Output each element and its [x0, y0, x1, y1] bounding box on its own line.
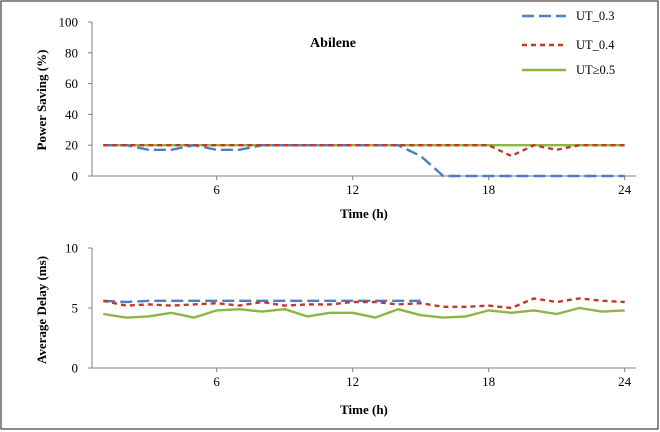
average-delay-y-tick-label: 5: [72, 301, 79, 316]
legend-label-ut-0-4: UT_0.4: [576, 38, 615, 52]
power-saving-series-line-ut-0-3: [103, 143, 625, 178]
power-saving-y-axis-title: Power Saving (%): [34, 50, 49, 151]
average-delay-x-tick-label: 18: [482, 374, 495, 389]
average-delay-x-tick-label: 12: [346, 374, 359, 389]
legend-item-ut-0-5: UT≥0.5: [522, 63, 615, 77]
legend: UT_0.3 UT_0.4 UT≥0.5: [522, 9, 615, 77]
legend-item-ut-0-4: UT_0.4: [522, 38, 615, 52]
power-saving-title: Abilene: [310, 36, 356, 51]
power-saving-y-tick-label: 0: [72, 169, 79, 184]
average-delay-x-tick-label: 24: [618, 374, 632, 389]
power-saving-x-axis-title: Time (h): [340, 206, 388, 221]
average-delay-x-axis-title: Time (h): [340, 402, 388, 417]
power-saving-chart: Abilene Power Saving (%) Time (h) UT_0.3…: [34, 9, 636, 221]
power-saving-x-tick-label: 18: [482, 182, 495, 197]
power-saving-y-tick-label: 20: [65, 138, 78, 153]
average-delay-series-line-ut-0-4: [103, 297, 625, 310]
average-delay-x-tick-label: 6: [213, 374, 220, 389]
power-saving-y-tick-label: 40: [65, 107, 78, 122]
power-saving-x-tick-label: 24: [618, 182, 632, 197]
legend-label-ut-0-5: UT≥0.5: [576, 63, 615, 77]
average-delay-chart: Average Delay (ms) Time (h) 0 5 10 6 12 18 24: [34, 241, 636, 417]
power-saving-x-tick-label: 6: [213, 182, 220, 197]
power-saving-x-tick-label: 12: [346, 182, 359, 197]
average-delay-y-tick-label: 10: [65, 241, 78, 256]
average-delay-series-line-ut-0-5: [103, 306, 625, 319]
power-saving-y-tick-label: 60: [65, 76, 78, 91]
power-saving-y-tick-label: 80: [65, 45, 78, 60]
legend-label-ut-0-3: UT_0.3: [576, 9, 615, 23]
legend-item-ut-0-3: UT_0.3: [522, 9, 615, 23]
average-delay-y-tick-label: 0: [72, 361, 79, 376]
power-saving-y-tick-label: 100: [59, 15, 79, 30]
average-delay-y-axis-title: Average Delay (ms): [34, 256, 49, 364]
